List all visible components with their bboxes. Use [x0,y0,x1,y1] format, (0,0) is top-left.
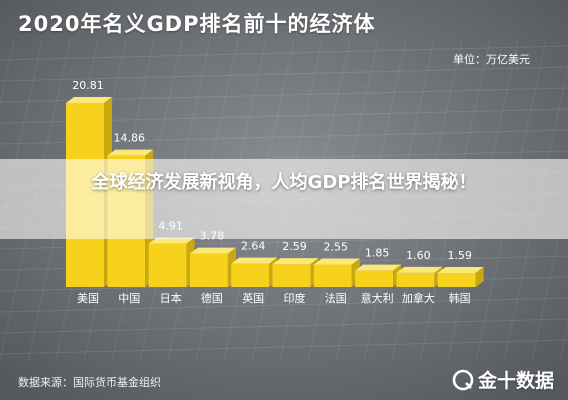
bar-top-face [231,257,278,264]
bar [355,270,394,287]
grid-line [0,39,15,107]
value-label: 14.86 [114,132,146,145]
bar-top-face [66,97,112,103]
bar-top-face [107,149,154,156]
category-label: 德国 [201,291,223,305]
category-label: 美国 [77,292,99,305]
bar [231,263,270,287]
value-label: 2.55 [324,240,349,253]
watermark-logo: 金十数据 [452,366,554,393]
bar [313,264,352,287]
bar-group: 2.59 印度 [272,240,319,305]
bar-top-face [313,258,360,265]
bar-top-face [148,237,195,244]
grid-line [0,45,568,61]
bar [148,243,187,287]
category-label: 日本 [160,291,182,305]
headline-overlay-band [0,159,568,239]
bar-group: 1.59 韩国 [437,249,484,305]
watermark-text: 金十数据 [477,370,554,392]
category-label: 印度 [284,291,306,305]
data-source: 数据来源：国际货币基金组织 [18,376,161,389]
value-label: 2.64 [241,240,266,253]
bar-side-face [475,266,484,287]
category-label: 中国 [118,292,140,305]
value-label: 20.81 [72,79,104,92]
grid-line [0,297,568,313]
grid-line [0,339,568,355]
unit-label: 单位：万亿美元 [453,53,530,66]
bar-top-face [437,266,484,273]
value-label: 1.59 [447,249,472,262]
bar-group: 1.85 意大利 [355,247,402,305]
chart-title: 2020年名义GDP排名前十的经济体 [18,12,376,36]
bar-top-face [355,264,402,271]
category-label: 意大利 [361,291,394,305]
value-label: 1.85 [365,247,390,260]
bar-top-face [189,247,236,254]
bar [272,264,311,287]
bar [396,272,435,287]
value-label: 2.59 [282,240,307,253]
category-label: 英国 [242,291,264,305]
value-label: 1.60 [406,249,431,262]
headline-overlay-text: 全球经济发展新视角，人均GDP排名世界揭秘！ [91,172,477,193]
bar-top-face [272,258,319,265]
grid-line [0,66,568,82]
bar-group: 2.55 法国 [313,240,360,305]
grid-line [0,318,568,334]
bar-group: 1.60 加拿大 [396,249,443,305]
category-label: 韩国 [449,291,471,305]
bar [437,272,476,287]
category-label: 法国 [325,291,347,305]
logo-icon [452,369,474,390]
bar-top-face [396,266,443,273]
bar [189,253,228,287]
category-label: 加拿大 [402,291,435,305]
bar-group: 2.64 英国 [231,240,278,305]
